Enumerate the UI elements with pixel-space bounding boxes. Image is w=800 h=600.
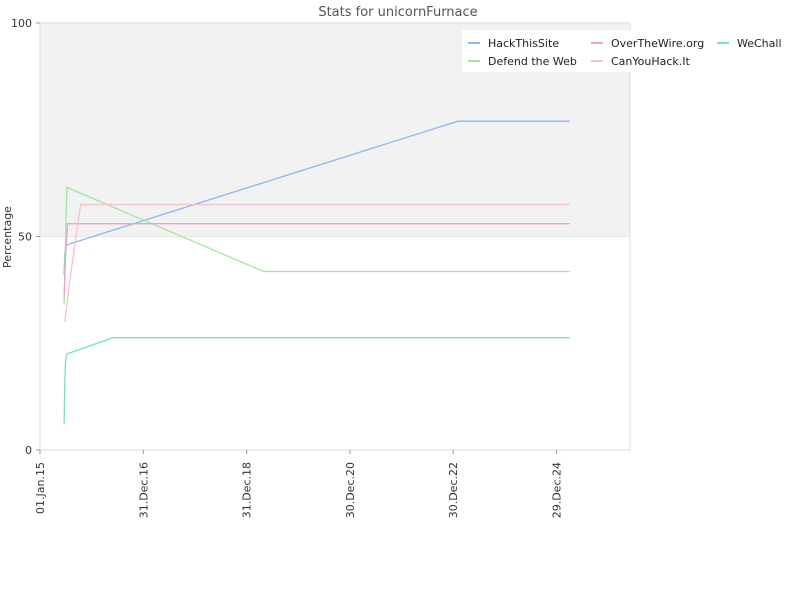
y-tick-label: 50 [18,231,32,244]
legend-background [462,30,632,72]
legend-label: OverTheWire.org [611,37,704,50]
legend-label: Defend the Web [488,55,577,68]
x-tick-label: 30.Dec.20 [344,462,357,518]
legend-label: WeChall [737,37,782,50]
legend-label: HackThisSite [488,37,559,50]
y-axis: 0 50 100 [11,17,40,457]
series-line-overthewire-org [63,223,570,297]
x-tick-label: 30.Dec.22 [447,462,460,518]
series-line-wechall [63,337,570,425]
x-axis: 01.Jan.15 31.Dec.16 31.Dec.18 30.Dec.20 30.D… [34,450,564,518]
y-axis-label: Percentage [1,206,14,268]
chart-title: Stats for unicornFurnace [318,5,477,20]
x-tick-label: 31.Dec.18 [241,462,254,518]
plot-area [39,22,631,451]
series-lines [63,120,570,425]
y-tick-label: 0 [25,444,32,457]
y-tick-label: 100 [11,17,32,30]
x-tick-label: 31.Dec.16 [137,462,150,518]
x-tick-label: 29.Dec.24 [551,462,564,518]
legend: HackThisSite OverTheWire.org WeChall Defend… [462,30,782,72]
legend-label: CanYouHack.It [611,55,691,68]
x-tick-label: 01.Jan.15 [34,462,47,514]
series-line-canyouhack-it [64,203,570,322]
